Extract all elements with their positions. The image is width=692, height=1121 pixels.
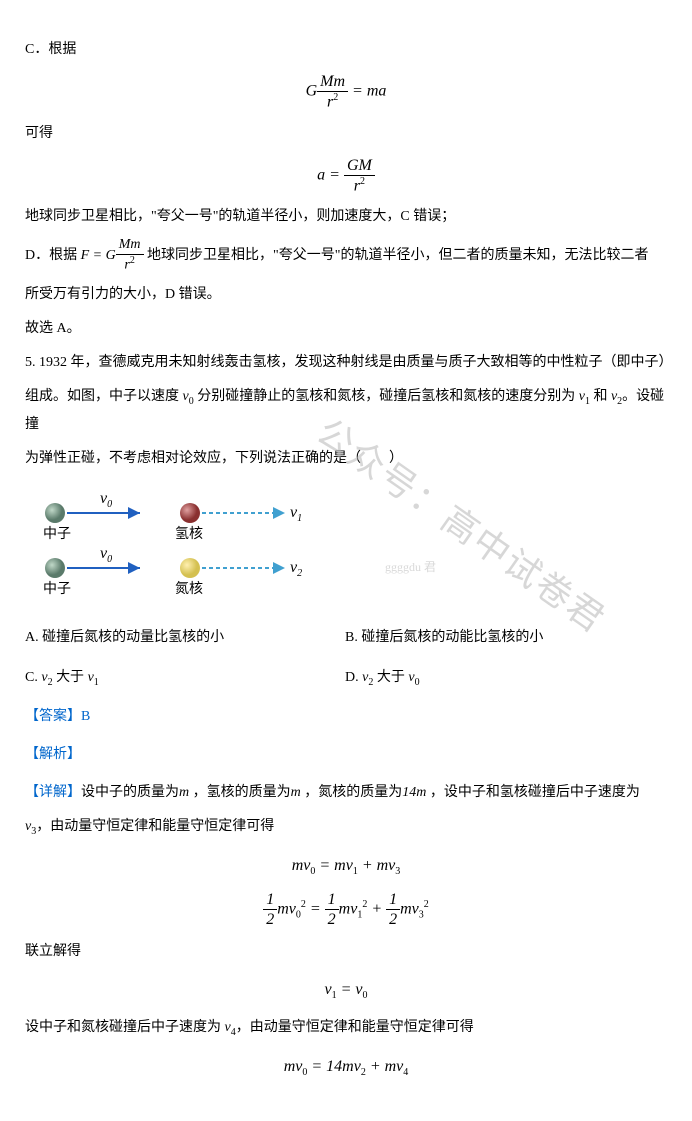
v0-label-1: v0 — [100, 490, 112, 510]
hydrogen-label: 氢核 — [175, 526, 203, 542]
detail-line3: 设中子和氮核碰撞后中子速度为 v4，由动量守恒定律和能量守恒定律可得 — [25, 1014, 667, 1043]
neutron-2-icon — [45, 558, 65, 578]
detail-line2: v3，由动量守恒定律和能量守恒定律可得 — [25, 813, 667, 842]
nitrogen-icon — [180, 558, 200, 578]
option-a: A. 碰撞后氮核的动量比氢核的小 — [25, 624, 345, 652]
eq-momentum-2: mv0 = 14mv2 + mv4 — [25, 1051, 667, 1083]
formula-gravity: GMmr2 = ma — [25, 72, 667, 112]
v1-label: v1 — [290, 504, 302, 524]
select-a: 故选 A。 — [25, 315, 667, 343]
eq-v1-v0: v1 = v0 — [25, 974, 667, 1006]
formula-accel: a = GMr2 — [25, 156, 667, 196]
q5-line1: 5. 1932 年，查德威克用未知射线轰击氢核，发现这种射线是由质量与质子大致相… — [25, 349, 667, 377]
v0-label-2: v0 — [100, 545, 112, 565]
nitrogen-label: 氮核 — [175, 581, 203, 597]
option-b: B. 碰撞后氮核的动能比氢核的小 — [345, 624, 667, 652]
lianli: 联立解得 — [25, 938, 667, 966]
hydrogen-icon — [180, 503, 200, 523]
collision-diagram: v0 v1 中子 氢核 v0 v2 中子 氮核 — [25, 483, 667, 614]
v2-label: v2 — [290, 559, 302, 579]
q5-line2: 组成。如图，中子以速度 v0 分别碰撞静止的氢核和氮核，碰撞后氢核和氮核的速度分… — [25, 383, 667, 440]
eq-momentum-1: mv0 = mv1 + mv3 — [25, 850, 667, 882]
neutron-label-1: 中子 — [43, 526, 71, 542]
neutron-1-icon — [45, 503, 65, 523]
neutron-label-2: 中子 — [43, 581, 71, 597]
option-d-line2: 所受万有引力的大小，D 错误。 — [25, 281, 667, 309]
option-c-label: C．根据 — [25, 36, 667, 64]
diagram-svg: v0 v1 中子 氢核 v0 v2 中子 氮核 — [25, 483, 325, 603]
option-c: C. v2 大于 v1 — [25, 664, 345, 693]
answer-line: 【答案】B — [25, 703, 667, 731]
q5-line3: 为弹性正碰，不考虑相对论效应，下列说法正确的是（ ） — [25, 445, 667, 473]
text-kede: 可得 — [25, 120, 667, 148]
eq-energy-1: 12mv02 = 12mv12 + 12mv32 — [25, 890, 667, 929]
option-d-line1: D．根据 F = GMmr2 地球同步卫星相比，"夸父一号"的轨道半径小，但二者… — [25, 237, 667, 274]
detail-line1: 【详解】设中子的质量为m ，氢核的质量为m ，氮核的质量为14m ，设中子和氢核… — [25, 779, 667, 807]
option-d: D. v2 大于 v0 — [345, 664, 667, 693]
option-c-conclusion: 地球同步卫星相比，"夸父一号"的轨道半径小，则加速度大，C 错误； — [25, 203, 667, 231]
analysis-label: 【解析】 — [25, 741, 667, 769]
